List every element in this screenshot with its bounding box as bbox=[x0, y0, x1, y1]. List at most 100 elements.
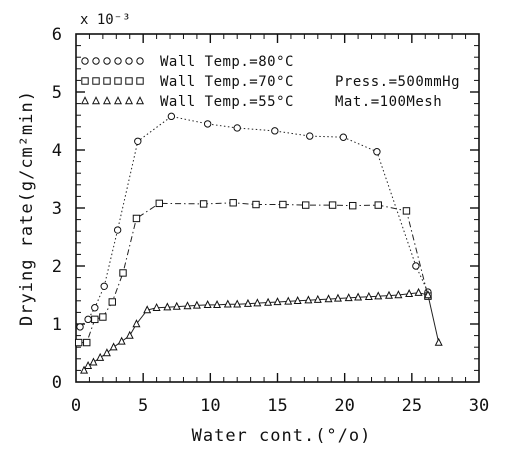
x-tick-label: 20 bbox=[334, 396, 354, 416]
square-marker bbox=[136, 77, 144, 85]
triangle-marker bbox=[213, 300, 222, 309]
legend-label: Wall Temp.=80°C bbox=[160, 54, 294, 70]
triangle-marker bbox=[132, 319, 141, 328]
legend-item: Wall Temp.=55°C bbox=[80, 94, 294, 110]
circle-marker bbox=[134, 137, 142, 146]
square-marker bbox=[155, 199, 163, 208]
y-tick-label: 3 bbox=[52, 199, 62, 219]
triangle-marker bbox=[264, 297, 273, 306]
triangle-marker bbox=[143, 305, 152, 314]
condition-pressure: Press.=500mmHg bbox=[335, 74, 460, 90]
square-marker bbox=[229, 199, 237, 207]
y-tick-label: 1 bbox=[52, 315, 62, 335]
condition-mesh: Mat.=100Mesh bbox=[335, 94, 442, 110]
triangle-marker bbox=[243, 298, 252, 307]
square-marker bbox=[81, 77, 89, 85]
triangle-marker bbox=[354, 292, 363, 301]
triangle-marker bbox=[125, 330, 134, 339]
circle-marker bbox=[167, 112, 176, 121]
legend-item: Wall Temp.=70°C bbox=[81, 74, 294, 90]
triangle-marker bbox=[135, 96, 145, 105]
triangle-marker bbox=[423, 290, 432, 299]
y-axis-title: Drying rate(g/cm²min) bbox=[17, 90, 37, 326]
triangle-marker bbox=[414, 287, 423, 296]
y-axis-ticks: 0 1 2 3 4 5 6 bbox=[52, 25, 479, 393]
triangle-marker bbox=[117, 336, 126, 345]
y-tick-label: 0 bbox=[52, 373, 62, 393]
circle-marker bbox=[113, 226, 122, 234]
triangle-marker bbox=[102, 348, 111, 357]
x-tick-label: 10 bbox=[200, 396, 220, 416]
circle-marker bbox=[203, 120, 212, 128]
triangle-marker bbox=[304, 295, 313, 304]
circle-marker bbox=[306, 132, 314, 140]
triangle-marker bbox=[233, 299, 242, 308]
triangle-marker bbox=[152, 302, 161, 311]
x-axis-title: Water cont.(°/o) bbox=[192, 426, 372, 446]
x-tick-label: 5 bbox=[138, 396, 148, 416]
square-marker bbox=[132, 214, 141, 223]
legend-label: Wall Temp.=55°C bbox=[160, 94, 294, 110]
triangle-marker bbox=[324, 294, 333, 303]
legend-label: Wall Temp.=70°C bbox=[160, 74, 294, 90]
square-marker bbox=[328, 201, 337, 209]
triangle-marker bbox=[364, 291, 373, 300]
circle-marker bbox=[92, 57, 100, 65]
square-marker bbox=[119, 269, 127, 277]
triangle-marker bbox=[183, 301, 192, 310]
triangle-marker bbox=[293, 295, 302, 304]
square-marker bbox=[279, 200, 287, 209]
triangle-marker bbox=[284, 296, 293, 305]
circle-marker bbox=[271, 127, 279, 135]
square-marker bbox=[374, 201, 382, 209]
triangle-marker bbox=[253, 298, 262, 307]
circle-marker bbox=[76, 323, 84, 331]
triangle-marker bbox=[374, 291, 383, 300]
triangle-marker bbox=[405, 289, 414, 298]
circle-marker bbox=[114, 57, 122, 65]
circle-marker bbox=[125, 57, 133, 65]
triangle-marker bbox=[172, 301, 181, 310]
square-marker bbox=[83, 338, 91, 347]
square-marker bbox=[402, 207, 411, 215]
square-marker bbox=[349, 201, 357, 210]
triangle-marker bbox=[394, 290, 403, 299]
series-circle bbox=[76, 112, 432, 331]
square-marker bbox=[252, 200, 260, 209]
series-line bbox=[83, 292, 440, 371]
triangle-marker bbox=[313, 294, 322, 303]
triangle-marker bbox=[102, 96, 112, 105]
square-marker bbox=[91, 315, 99, 324]
triangle-marker bbox=[434, 337, 443, 346]
triangle-marker bbox=[80, 96, 90, 105]
triangle-marker bbox=[203, 300, 212, 309]
series-line bbox=[78, 202, 429, 344]
x-tick-label: 0 bbox=[71, 396, 81, 416]
x-axis-ticks: 0 5 10 15 20 25 30 bbox=[71, 34, 489, 416]
circle-marker bbox=[233, 124, 241, 132]
y-tick-label: 2 bbox=[52, 257, 62, 277]
square-marker bbox=[92, 77, 100, 85]
x-tick-label: 30 bbox=[469, 396, 489, 416]
x-tick-label: 15 bbox=[267, 396, 287, 416]
square-marker bbox=[99, 313, 107, 321]
y-tick-label: 6 bbox=[52, 25, 62, 45]
legend-item: Wall Temp.=80°C bbox=[81, 54, 294, 70]
circle-marker bbox=[100, 282, 108, 290]
circle-marker bbox=[136, 57, 144, 65]
triangle-marker bbox=[113, 96, 123, 105]
triangle-marker bbox=[80, 365, 89, 374]
square-marker bbox=[103, 77, 111, 85]
triangle-marker bbox=[96, 352, 105, 361]
series-square bbox=[74, 199, 432, 347]
triangle-marker bbox=[344, 293, 353, 302]
square-marker bbox=[302, 201, 310, 209]
y-axis-exponent: x 10⁻³ bbox=[80, 12, 131, 28]
triangle-marker bbox=[384, 290, 394, 299]
circle-marker bbox=[84, 315, 92, 324]
square-marker bbox=[74, 338, 83, 347]
triangle-marker bbox=[91, 96, 101, 105]
triangle-marker bbox=[223, 299, 232, 308]
triangle-marker bbox=[89, 357, 98, 366]
